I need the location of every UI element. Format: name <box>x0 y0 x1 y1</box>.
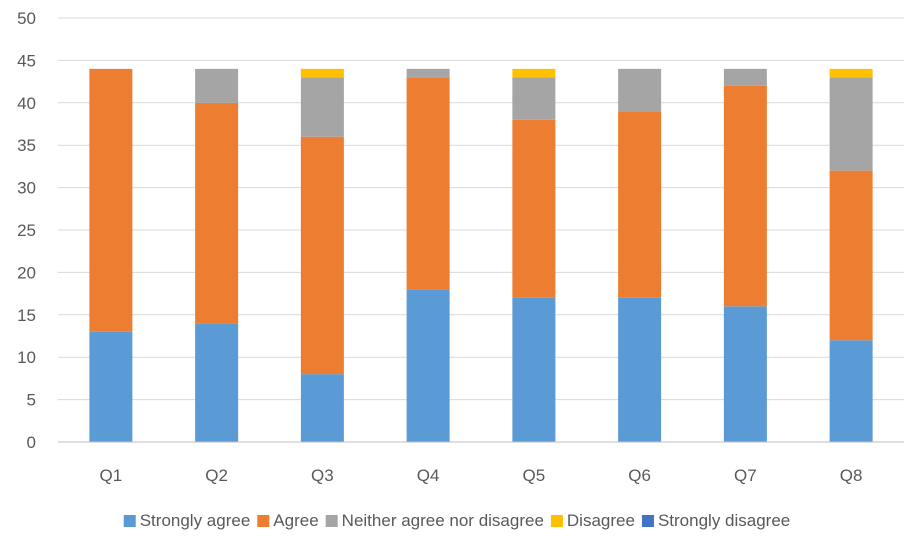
legend-label: Disagree <box>567 511 635 530</box>
legend-label: Agree <box>273 511 318 530</box>
bar-segment <box>723 68 767 86</box>
legend-item: Strongly disagree <box>641 511 790 530</box>
bar-segment <box>829 170 873 341</box>
bar-segment <box>89 331 133 442</box>
legend-swatch <box>257 515 270 527</box>
x-tick-label: Q8 <box>840 466 863 485</box>
bar-segment <box>406 289 450 442</box>
bar-segment <box>195 68 239 103</box>
x-tick-label: Q3 <box>311 466 334 485</box>
bar-segment <box>723 85 767 307</box>
legend-label: Strongly agree <box>140 511 251 530</box>
y-tick-label: 40 <box>17 94 36 113</box>
legend-item: Disagree <box>550 511 635 530</box>
bar-segment <box>300 77 344 137</box>
y-tick-label: 10 <box>17 348 36 367</box>
bar-segment <box>406 77 450 290</box>
legend-item: Neither agree nor disagree <box>325 511 544 530</box>
bar-segment <box>512 119 556 298</box>
bar-segment <box>195 102 239 324</box>
y-axis-tick-labels: 0 5 10 15 20 25 30 35 40 45 50 <box>17 9 36 452</box>
bar-segment <box>829 77 873 171</box>
bar-segment <box>618 111 662 298</box>
bar-segment <box>829 340 873 442</box>
legend-label: Neither agree nor disagree <box>342 511 544 530</box>
x-tick-label: Q1 <box>100 466 123 485</box>
y-tick-label: 45 <box>17 51 36 70</box>
y-tick-label: 35 <box>17 136 36 155</box>
legend-item: Strongly agree <box>123 511 251 530</box>
bar-segment <box>829 68 873 78</box>
x-tick-label: Q5 <box>523 466 546 485</box>
bar-segment <box>300 68 344 78</box>
y-tick-label: 50 <box>17 9 36 28</box>
y-tick-label: 15 <box>17 306 36 325</box>
x-tick-label: Q4 <box>417 466 440 485</box>
bar-segment <box>300 374 344 442</box>
bar-segment <box>618 68 662 112</box>
bar-segment <box>618 297 662 442</box>
x-tick-label: Q6 <box>628 466 651 485</box>
y-tick-label: 30 <box>17 179 36 198</box>
legend-item: Agree <box>257 511 319 530</box>
bar-segment <box>406 68 450 78</box>
bar-segment <box>89 68 133 332</box>
bar-segment <box>512 77 556 120</box>
bar-segment <box>512 297 556 442</box>
legend: Strongly agree Agree Neither agree nor dis… <box>123 511 790 530</box>
x-tick-label: Q2 <box>205 466 228 485</box>
y-tick-label: 0 <box>27 433 36 452</box>
gridlines <box>58 17 904 401</box>
legend-swatch <box>123 515 136 527</box>
legend-swatch <box>550 515 563 527</box>
bar-segment <box>195 323 239 442</box>
y-tick-label: 20 <box>17 263 36 282</box>
legend-swatch <box>325 515 338 527</box>
bar-segment <box>723 306 767 442</box>
y-tick-label: 5 <box>27 391 36 410</box>
bar-segment <box>300 136 344 375</box>
x-tick-label: Q7 <box>734 466 757 485</box>
legend-swatch <box>641 515 654 527</box>
y-tick-label: 25 <box>17 221 36 240</box>
bars <box>89 68 873 442</box>
x-axis-tick-labels: Q1 Q2 Q3 Q4 Q5 Q6 Q7 Q8 <box>100 466 863 485</box>
legend-label: Strongly disagree <box>658 511 790 530</box>
bar-segment <box>512 68 556 78</box>
